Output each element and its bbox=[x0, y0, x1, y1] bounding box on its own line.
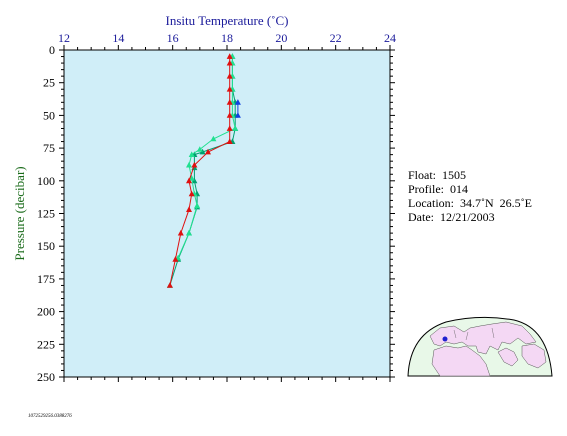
y-tick-label: 25 bbox=[43, 76, 55, 90]
location-label: Location: 34.7˚N 26.5˚E bbox=[408, 196, 532, 210]
data-point bbox=[226, 112, 233, 118]
profile-label: Profile: 014 bbox=[408, 182, 468, 196]
float-location-marker bbox=[442, 336, 448, 342]
series-line bbox=[177, 56, 236, 259]
data-point bbox=[226, 59, 233, 66]
data-point bbox=[166, 282, 173, 288]
series-2 bbox=[234, 99, 241, 118]
data-point bbox=[226, 138, 233, 144]
x-tick-label: 22 bbox=[330, 31, 342, 45]
y-tick-label: 150 bbox=[37, 239, 55, 253]
y-tick-label: 200 bbox=[37, 305, 55, 319]
series-layer bbox=[166, 53, 241, 288]
data-point bbox=[186, 161, 192, 168]
series-1 bbox=[175, 53, 239, 261]
data-point bbox=[188, 151, 195, 157]
map-land-europe bbox=[429, 321, 537, 355]
data-point bbox=[226, 99, 233, 105]
data-point bbox=[188, 175, 195, 181]
data-point bbox=[234, 112, 241, 118]
y-tick-label: 100 bbox=[37, 174, 55, 188]
series-line bbox=[169, 56, 231, 286]
map-rivers bbox=[453, 327, 495, 341]
y-tick-label: 50 bbox=[43, 108, 55, 122]
footer-id: 1072529256.0388276 bbox=[28, 414, 72, 419]
y-tick-label: 225 bbox=[37, 337, 55, 351]
y-tick-label: 250 bbox=[37, 370, 55, 384]
data-point bbox=[186, 206, 192, 212]
data-point bbox=[194, 202, 201, 209]
y-axis: 0 25 50 75 100 125 150 175 200 225 250 bbox=[37, 43, 395, 384]
data-point bbox=[196, 146, 203, 152]
data-point bbox=[226, 73, 233, 79]
map-land-africa bbox=[431, 345, 491, 377]
series-3 bbox=[166, 53, 233, 288]
plot-area bbox=[63, 49, 391, 378]
x-tick-label: 14 bbox=[112, 31, 124, 45]
data-point bbox=[226, 86, 233, 92]
data-point bbox=[232, 125, 239, 131]
data-point bbox=[234, 99, 241, 105]
data-point bbox=[186, 229, 192, 236]
data-point bbox=[177, 229, 184, 236]
y-tick-label: 0 bbox=[49, 43, 55, 57]
data-point bbox=[186, 177, 192, 184]
data-point bbox=[210, 135, 217, 142]
x-tick-label: 20 bbox=[275, 31, 287, 45]
data-point bbox=[205, 148, 211, 155]
y-tick-label: 175 bbox=[37, 272, 55, 286]
data-point bbox=[226, 125, 233, 131]
y-tick-label: 125 bbox=[37, 207, 55, 221]
location-map bbox=[407, 316, 553, 377]
x-tick-label: 24 bbox=[384, 31, 396, 45]
map-land-asia bbox=[497, 347, 519, 367]
float-id-label: Float: 1505 bbox=[408, 168, 467, 182]
x-axis-label: Insitu Temperature (˚C) bbox=[165, 13, 288, 28]
x-tick-label: 18 bbox=[221, 31, 233, 45]
x-tick-label: 16 bbox=[167, 31, 179, 45]
data-point bbox=[226, 53, 233, 59]
data-point bbox=[172, 256, 179, 262]
data-point bbox=[188, 190, 195, 197]
x-axis: 12 14 16 18 20 22 24 bbox=[58, 31, 396, 382]
data-point bbox=[191, 161, 198, 168]
x-tick-label: 12 bbox=[58, 31, 70, 45]
map-land-eastasia bbox=[521, 343, 547, 369]
y-tick-label: 75 bbox=[43, 141, 55, 155]
y-axis-label: Pressure (decibar) bbox=[12, 166, 27, 260]
date-label: Date: 12/21/2003 bbox=[408, 210, 495, 224]
